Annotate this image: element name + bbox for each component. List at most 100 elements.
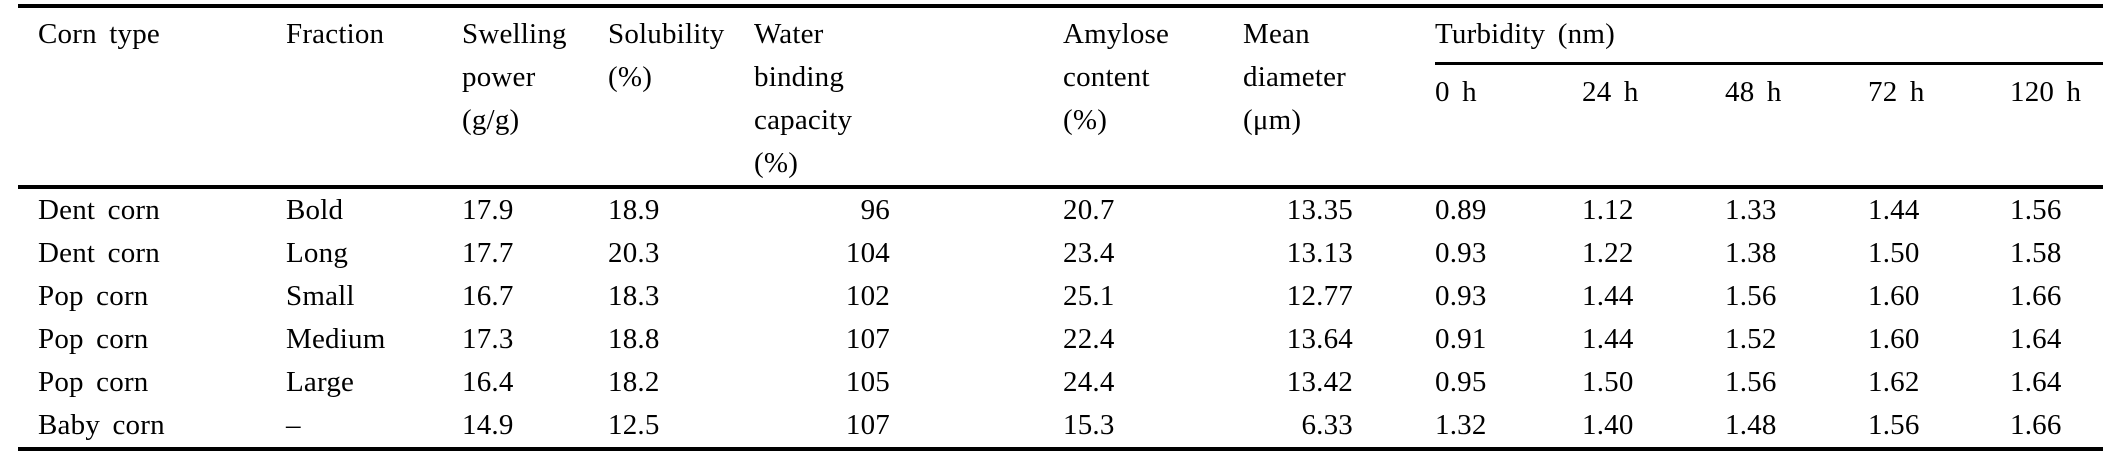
cell-water-binding: 105 (754, 361, 1063, 404)
cell-turbidity-120h: 1.66 (2010, 280, 2062, 312)
cell-fraction: Small (286, 280, 355, 312)
col-header-turbidity-24h: 24 h (1582, 76, 1639, 108)
header-line: diameter (1243, 61, 1347, 93)
water-binding-value: 107 (845, 323, 890, 355)
header-line: Corn type (38, 18, 160, 50)
cell-solubility: 18.3 (608, 280, 660, 312)
cell-solubility: 18.8 (608, 323, 660, 355)
table-header: Corn type Fraction Swelling power (g/g) … (18, 6, 2104, 188)
header-row-turbidity-times: 0 h 24 h 48 h 72 h 120 h (18, 64, 2103, 188)
cell-amylose: 20.7 (1063, 194, 1115, 226)
header-line: content (1063, 61, 1150, 93)
cell-turbidity-72h: 1.56 (1868, 409, 1920, 441)
cell-fraction: Bold (286, 194, 344, 226)
col-header-turbidity-48h: 48 h (1725, 76, 1782, 108)
header-line: Swelling (462, 18, 567, 50)
cell-turbidity-0h: 0.95 (1435, 366, 1487, 398)
mean-diameter-value: 13.35 (1286, 194, 1353, 226)
cell-turbidity-120h: 1.56 (2010, 194, 2062, 226)
cell-fraction: – (286, 409, 301, 441)
cell-water-binding: 107 (754, 318, 1063, 361)
cell-water-binding: 107 (754, 404, 1063, 449)
mean-diameter-value: 12.77 (1286, 280, 1353, 312)
cell-water-binding: 96 (754, 187, 1063, 232)
header-line: (μm) (1243, 104, 1302, 136)
table-row: Pop corn Small 16.7 18.3 102 25.1 12.77 … (18, 275, 2103, 318)
cell-corn-type: Baby corn (38, 409, 165, 441)
cell-amylose: 23.4 (1063, 237, 1115, 269)
col-header-solubility: Solubility (%) (608, 6, 754, 187)
cell-corn-type: Pop corn (38, 323, 149, 355)
cell-swelling-power: 16.4 (462, 366, 514, 398)
mean-diameter-value: 6.33 (1301, 409, 1353, 441)
cell-turbidity-24h: 1.22 (1582, 237, 1634, 269)
cell-turbidity-0h: 0.93 (1435, 237, 1487, 269)
header-line: Water (754, 18, 824, 50)
cell-swelling-power: 14.9 (462, 409, 514, 441)
cell-turbidity-48h: 1.52 (1725, 323, 1777, 355)
header-line: Solubility (608, 18, 725, 50)
col-header-turbidity-120h: 120 h (2010, 76, 2082, 108)
water-binding-value: 102 (845, 280, 890, 312)
cell-turbidity-120h: 1.58 (2010, 237, 2062, 269)
cell-turbidity-48h: 1.56 (1725, 366, 1777, 398)
cell-turbidity-0h: 0.93 (1435, 280, 1487, 312)
col-header-swelling-power: Swelling power (g/g) (462, 6, 608, 187)
table-row: Dent corn Long 17.7 20.3 104 23.4 13.13 … (18, 232, 2103, 275)
header-line: capacity (754, 104, 853, 136)
cell-fraction: Medium (286, 323, 386, 355)
cell-turbidity-120h: 1.66 (2010, 409, 2062, 441)
cell-turbidity-48h: 1.48 (1725, 409, 1777, 441)
corn-properties-table-container: Corn type Fraction Swelling power (g/g) … (18, 4, 2104, 451)
mean-diameter-value: 13.13 (1286, 237, 1353, 269)
cell-solubility: 18.2 (608, 366, 660, 398)
header-row-main: Corn type Fraction Swelling power (g/g) … (18, 6, 2104, 179)
cell-mean-diameter: 13.64 (1243, 318, 1435, 361)
col-header-turbidity-72h: 72 h (1868, 76, 1925, 108)
cell-mean-diameter: 12.77 (1243, 275, 1435, 318)
cell-turbidity-72h: 1.60 (1868, 280, 1920, 312)
cell-corn-type: Dent corn (38, 194, 160, 226)
header-line: (%) (1063, 104, 1108, 136)
cell-turbidity-120h: 1.64 (2010, 323, 2062, 355)
cell-fraction: Large (286, 366, 355, 398)
cell-turbidity-72h: 1.44 (1868, 194, 1920, 226)
mean-diameter-value: 13.42 (1286, 366, 1353, 398)
col-header-fraction: Fraction (286, 6, 462, 187)
table-row: Dent corn Bold 17.9 18.9 96 20.7 13.35 0… (18, 187, 2103, 232)
cell-swelling-power: 17.7 (462, 237, 514, 269)
header-line: Amylose (1063, 18, 1170, 50)
cell-mean-diameter: 13.35 (1243, 187, 1435, 232)
cell-solubility: 12.5 (608, 409, 660, 441)
cell-swelling-power: 17.9 (462, 194, 514, 226)
cell-corn-type: Pop corn (38, 280, 149, 312)
header-line: (%) (754, 147, 799, 179)
mean-diameter-value: 13.64 (1286, 323, 1353, 355)
cell-amylose: 24.4 (1063, 366, 1115, 398)
header-line: Mean (1243, 18, 1310, 50)
table-body: Dent corn Bold 17.9 18.9 96 20.7 13.35 0… (18, 187, 2103, 449)
cell-mean-diameter: 13.13 (1243, 232, 1435, 275)
cell-solubility: 20.3 (608, 237, 660, 269)
cell-water-binding: 104 (754, 232, 1063, 275)
cell-amylose: 15.3 (1063, 409, 1115, 441)
col-header-mean-diameter: Mean diameter (μm) (1243, 6, 1435, 187)
header-line: Fraction (286, 18, 385, 50)
water-binding-value: 96 (860, 194, 890, 226)
cell-amylose: 25.1 (1063, 280, 1115, 312)
header-line: binding (754, 61, 845, 93)
table-row: Pop corn Large 16.4 18.2 105 24.4 13.42 … (18, 361, 2103, 404)
col-header-water-binding: Water binding capacity (%) (754, 6, 1063, 187)
cell-corn-type: Dent corn (38, 237, 160, 269)
water-binding-value: 107 (845, 409, 890, 441)
table-row: Baby corn – 14.9 12.5 107 15.3 6.33 1.32… (18, 404, 2103, 449)
cell-turbidity-24h: 1.44 (1582, 280, 1634, 312)
cell-turbidity-48h: 1.56 (1725, 280, 1777, 312)
cell-turbidity-120h: 1.64 (2010, 366, 2062, 398)
header-line: (g/g) (462, 104, 520, 136)
cell-water-binding: 102 (754, 275, 1063, 318)
cell-solubility: 18.9 (608, 194, 660, 226)
table-row: Pop corn Medium 17.3 18.8 107 22.4 13.64… (18, 318, 2103, 361)
cell-turbidity-72h: 1.62 (1868, 366, 1920, 398)
cell-turbidity-24h: 1.44 (1582, 323, 1634, 355)
